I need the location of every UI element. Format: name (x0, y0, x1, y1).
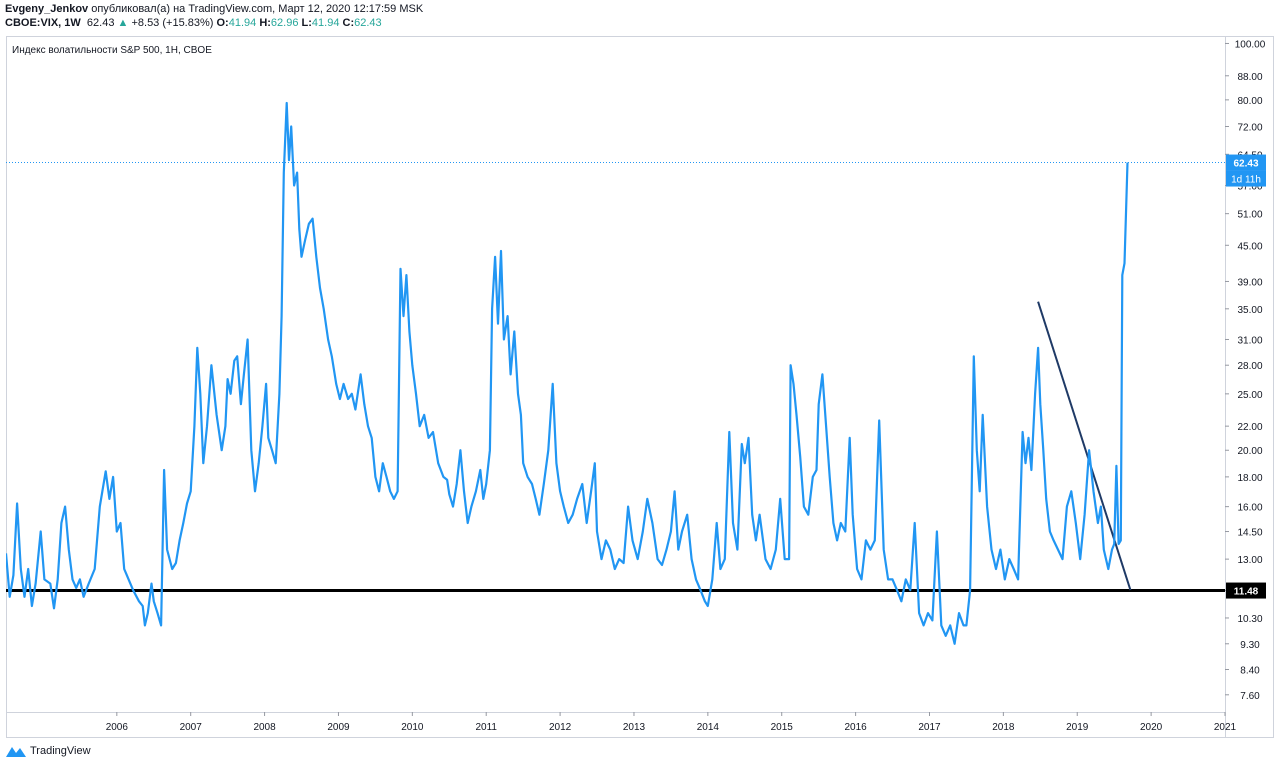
y-tick-label: 13.00 (1237, 555, 1262, 566)
price-change: +8.53 (+15.83%) (131, 17, 214, 29)
vix-series-line (6, 101, 1129, 645)
y-tick-label: 88.00 (1237, 72, 1262, 83)
x-tick-label: 2017 (918, 722, 941, 733)
y-tick-label: 80.00 (1237, 96, 1262, 107)
y-tick-label: 51.00 (1237, 210, 1262, 221)
x-tick-label: 2006 (106, 722, 129, 733)
y-tick-label: 39.00 (1237, 277, 1262, 288)
last-price: 62.43 (86, 17, 115, 29)
open-label: O: (216, 17, 229, 29)
y-tick-label: 28.00 (1237, 361, 1262, 372)
y-tick-label: 31.00 (1237, 335, 1262, 346)
x-tick-label: 2010 (401, 722, 424, 733)
y-tick-label: 7.60 (1240, 691, 1260, 702)
chart-frame[interactable]: Индекс волатильности S&P 500, 1H, CBOE 1… (6, 36, 1274, 738)
open-value: 41.94 (228, 17, 257, 29)
x-tick-label: 2021 (1214, 722, 1237, 733)
y-tick-label: 18.00 (1237, 473, 1262, 484)
close-value: 62.43 (354, 17, 382, 29)
y-tick-label: 16.00 (1237, 503, 1262, 514)
x-tick-label: 2012 (549, 722, 572, 733)
change-up-icon: ▲ (117, 17, 129, 29)
x-tick-label: 2013 (623, 722, 646, 733)
last-price-tag (1226, 154, 1266, 171)
x-tick-label: 2011 (475, 722, 497, 733)
y-tick-label: 22.00 (1237, 422, 1262, 433)
y-tick-label: 100.00 (1235, 39, 1266, 50)
x-tick-label: 2018 (992, 722, 1015, 733)
y-tick-label: 25.00 (1237, 390, 1262, 401)
y-tick-label: 9.30 (1240, 640, 1260, 651)
y-tick-label: 8.40 (1240, 666, 1260, 677)
y-tick-label: 57.00 (1237, 182, 1262, 193)
x-tick-label: 2007 (180, 722, 203, 733)
last-price-label: 62.43 (1233, 159, 1258, 170)
tradingview-logo-icon[interactable] (6, 745, 26, 757)
x-tick-label: 2015 (771, 722, 794, 733)
low-value: 41.94 (311, 17, 340, 29)
footer-brand[interactable]: TradingView (30, 745, 91, 757)
countdown-tag (1226, 170, 1266, 187)
x-tick-label: 2020 (1140, 722, 1163, 733)
published-text: опубликовал(а) на TradingView.com, Март … (91, 3, 424, 15)
y-tick-label: 72.00 (1237, 122, 1262, 133)
author-name[interactable]: Evgeny_Jenkov (5, 3, 89, 15)
y-tick-label: 20.00 (1237, 446, 1262, 457)
chart-title: Индекс волатильности S&P 500, 1H, CBOE (12, 45, 212, 56)
y-tick-label: 14.50 (1237, 528, 1262, 539)
trend-line (1037, 301, 1132, 591)
y-tick-label: 10.30 (1237, 614, 1262, 625)
x-tick-label: 2008 (253, 722, 276, 733)
high-value: 62.96 (270, 17, 299, 29)
chart-border (6, 36, 1274, 738)
y-tick-label: 35.00 (1237, 305, 1262, 316)
countdown-label: 1d 11h (1231, 175, 1261, 186)
close-label: C: (342, 17, 355, 29)
x-tick-label: 2014 (697, 722, 720, 733)
x-tick-label: 2009 (327, 722, 350, 733)
footer: TradingView (6, 742, 91, 760)
symbol-label: CBOE:VIX, 1W (5, 17, 81, 29)
support-price-tag (1226, 582, 1266, 599)
x-tick-label: 2019 (1066, 722, 1089, 733)
chart-header-line2: CBOE:VIX, 1W 62.43 ▲ +8.53 (+15.83%) O:4… (5, 17, 382, 30)
y-tick-label: 45.00 (1237, 241, 1262, 252)
support-price-label: 11.48 (1234, 587, 1259, 598)
high-label: H: (259, 17, 271, 29)
vix-chart[interactable]: Индекс волатильности S&P 500, 1H, CBOE 1… (6, 36, 1274, 738)
low-label: L: (301, 17, 312, 29)
x-tick-label: 2016 (844, 722, 867, 733)
chart-header-line1: Evgeny_Jenkov опубликовал(а) на TradingV… (5, 3, 423, 16)
